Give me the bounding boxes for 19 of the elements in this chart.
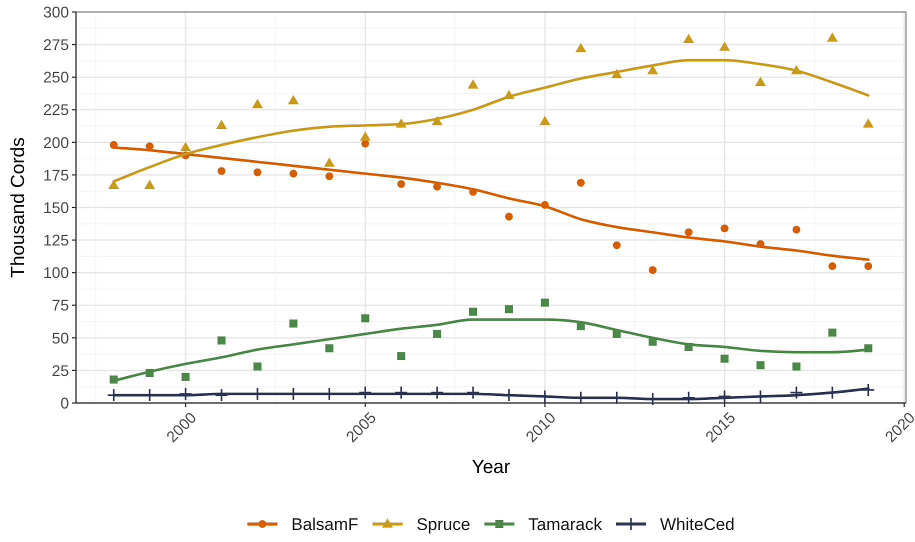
- y-tick-label: 125: [43, 232, 69, 250]
- y-tick-label: 100: [43, 265, 70, 282]
- x-axis-title: Year: [472, 457, 511, 478]
- y-tick-label: 175: [43, 167, 69, 184]
- legend-label: Spruce: [416, 514, 470, 534]
- y-tick-label: 250: [43, 70, 70, 87]
- legend-label: BalsamF: [291, 514, 358, 534]
- y-tick-label: 0: [60, 395, 70, 412]
- y-axis-title: Thousand Cords: [8, 137, 29, 278]
- y-tick-label: 75: [52, 298, 69, 315]
- y-tick-label: 25: [52, 362, 69, 380]
- legend-label: Tamarack: [528, 514, 602, 534]
- legend-label: WhiteCed: [660, 514, 735, 534]
- y-tick-label: 150: [43, 200, 70, 217]
- y-tick-label: 300: [43, 4, 70, 22]
- y-tick-label: 50: [52, 330, 70, 348]
- y-tick-label: 275: [43, 37, 69, 54]
- y-tick-label: 200: [43, 134, 70, 152]
- y-tick-label: 225: [43, 102, 69, 120]
